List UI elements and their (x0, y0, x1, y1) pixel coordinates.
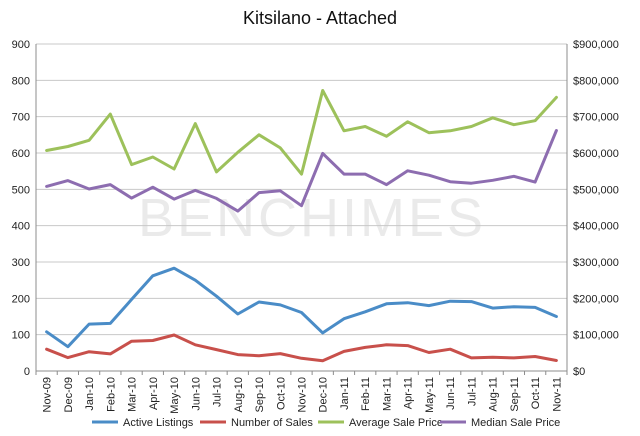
series-line-active-listings (45, 266, 558, 349)
series-lines (45, 89, 558, 363)
x-tick-label: May-11 (424, 377, 436, 413)
right-tick-label: $300,000 (573, 257, 619, 269)
left-tick-label: 700 (12, 112, 30, 124)
series-line-number-of-sales (45, 333, 558, 363)
left-tick-label: 100 (12, 330, 30, 342)
x-tick-label: Jul-10 (212, 377, 224, 407)
x-tick-label: May-10 (169, 377, 181, 414)
x-tick-label: Dec-10 (318, 377, 330, 412)
left-tick-label: 800 (12, 75, 30, 87)
legend: Active Listings Number of Sales Average Sa… (92, 417, 560, 429)
x-tick-label: Feb-10 (105, 377, 117, 412)
x-tick-label: Apr-10 (148, 377, 160, 410)
legend-label-median-sale-price: Median Sale Price (471, 417, 560, 429)
x-tick-label: Jan-11 (339, 377, 351, 410)
right-tick-label: $200,000 (573, 293, 619, 305)
x-tick-label: Jan-10 (84, 377, 96, 411)
legend-label-number-of-sales: Number of Sales (231, 417, 313, 429)
left-tick-label: 600 (12, 148, 30, 160)
left-tick-label: 400 (12, 221, 30, 233)
legend-label-active-listings: Active Listings (123, 417, 194, 429)
x-tick-label: Feb-11 (360, 377, 372, 411)
x-tick-label: Mar-11 (381, 377, 393, 411)
x-tick-label: Jun-10 (190, 377, 202, 411)
grid-lines (36, 43, 567, 372)
right-tick-label: $800,000 (573, 75, 619, 87)
x-tick-label: Sep-11 (509, 377, 521, 412)
x-tick-label: Dec-09 (63, 377, 75, 412)
x-axis-ticks: Nov-09 Dec-09 Jan-10 Feb-10 Mar-10 Apr-10 May-… (42, 377, 564, 414)
x-tick-label: Oct-11 (530, 377, 542, 409)
right-tick-label: $0 (573, 366, 585, 378)
x-tick-label: Aug-10 (233, 377, 245, 412)
left-tick-label: 200 (12, 293, 30, 305)
left-tick-label: 0 (24, 366, 30, 378)
x-tick-label: Oct-10 (275, 377, 287, 410)
chart-title: Kitsilano - Attached (243, 8, 397, 28)
left-tick-label: 900 (12, 39, 30, 51)
right-axis-ticks: $0 $100,000 $200,000 $300,000 $400,000 $500,0… (573, 39, 619, 378)
right-tick-label: $100,000 (573, 330, 619, 342)
legend-label-average-sale-price: Average Sale Price (349, 417, 443, 429)
x-tick-label: Nov-11 (551, 377, 563, 412)
series-line-median-sale-price (45, 129, 558, 213)
right-tick-label: $700,000 (573, 112, 619, 124)
watermark-logo: BENCHIMES (138, 188, 486, 248)
x-tick-label: Jul-11 (466, 377, 478, 406)
x-tick-label: Nov-09 (42, 377, 54, 412)
x-tick-label: Aug-11 (488, 377, 500, 412)
x-tick-label: Sep-10 (254, 377, 266, 412)
series-line-average-sale-price (45, 89, 558, 176)
x-tick-label: Jun-11 (445, 377, 457, 410)
left-axis-ticks: 0 100 200 300 400 500 600 700 800 900 (12, 39, 30, 378)
left-tick-label: 300 (12, 257, 30, 269)
x-tick-label: Nov-10 (297, 377, 309, 412)
right-tick-label: $900,000 (573, 39, 619, 51)
right-tick-label: $400,000 (573, 221, 619, 233)
x-tick-label: Mar-10 (127, 377, 139, 412)
left-tick-label: 500 (12, 184, 30, 196)
axes (35, 44, 568, 375)
right-tick-label: $600,000 (573, 148, 619, 160)
x-tick-label: Apr-11 (403, 377, 415, 409)
right-tick-label: $500,000 (573, 184, 619, 196)
